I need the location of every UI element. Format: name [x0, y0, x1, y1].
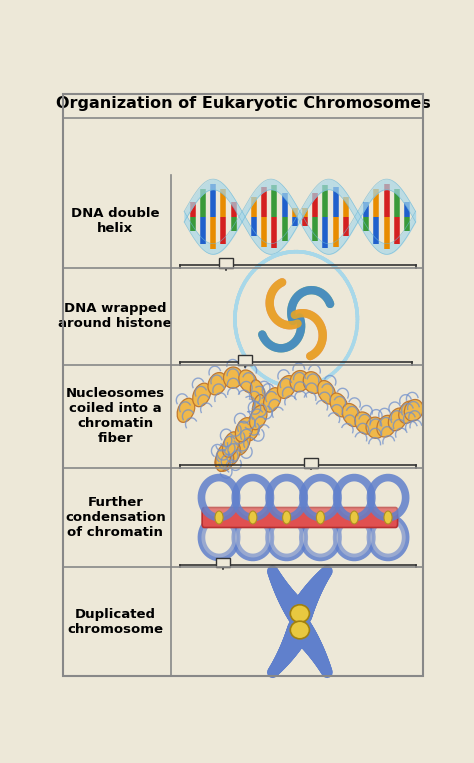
Ellipse shape	[264, 388, 281, 412]
Text: Organization of Eukaryotic Chromosomes: Organization of Eukaryotic Chromosomes	[55, 96, 430, 111]
Ellipse shape	[317, 511, 325, 524]
Ellipse shape	[377, 415, 396, 437]
Polygon shape	[235, 517, 271, 558]
Ellipse shape	[283, 511, 291, 524]
Text: DNA double
helix: DNA double helix	[71, 208, 160, 236]
Ellipse shape	[366, 417, 385, 439]
Ellipse shape	[290, 621, 310, 639]
Ellipse shape	[245, 414, 261, 441]
Polygon shape	[201, 478, 237, 517]
Ellipse shape	[350, 511, 358, 524]
Ellipse shape	[252, 394, 266, 424]
Ellipse shape	[342, 404, 361, 427]
Text: Further
condensation
of chromatin: Further condensation of chromatin	[65, 496, 165, 539]
Ellipse shape	[223, 442, 240, 466]
Ellipse shape	[330, 393, 348, 417]
Ellipse shape	[235, 417, 253, 442]
Ellipse shape	[404, 400, 423, 421]
Ellipse shape	[290, 371, 309, 392]
Text: Nucleosomes
coiled into a
chromatin
fiber: Nucleosomes coiled into a chromatin fibe…	[66, 387, 165, 445]
Ellipse shape	[250, 380, 265, 408]
Polygon shape	[303, 517, 338, 558]
Ellipse shape	[216, 443, 231, 472]
Polygon shape	[201, 517, 237, 558]
Ellipse shape	[318, 381, 336, 404]
FancyBboxPatch shape	[202, 507, 398, 527]
Polygon shape	[370, 478, 406, 517]
Bar	[219, 259, 233, 268]
Bar	[238, 356, 252, 365]
Ellipse shape	[290, 605, 310, 623]
Ellipse shape	[222, 432, 239, 457]
Bar	[304, 458, 318, 468]
Ellipse shape	[208, 372, 227, 395]
Ellipse shape	[249, 511, 257, 524]
Ellipse shape	[277, 375, 296, 398]
Text: DNA wrapped
around histone: DNA wrapped around histone	[58, 302, 172, 330]
Ellipse shape	[239, 370, 257, 393]
Ellipse shape	[399, 401, 417, 423]
Ellipse shape	[215, 449, 234, 472]
Polygon shape	[303, 478, 338, 517]
Ellipse shape	[192, 383, 210, 407]
Polygon shape	[269, 517, 304, 558]
Polygon shape	[235, 478, 271, 517]
Ellipse shape	[384, 511, 392, 524]
Bar	[216, 558, 230, 568]
Ellipse shape	[233, 430, 250, 456]
Ellipse shape	[303, 372, 322, 394]
Ellipse shape	[249, 405, 267, 430]
Polygon shape	[337, 478, 372, 517]
Text: Duplicated
chromosome: Duplicated chromosome	[67, 608, 163, 636]
Ellipse shape	[355, 412, 374, 434]
Polygon shape	[337, 517, 372, 558]
Polygon shape	[370, 517, 406, 558]
Ellipse shape	[177, 398, 195, 423]
Ellipse shape	[388, 408, 407, 430]
Ellipse shape	[215, 511, 223, 524]
Polygon shape	[269, 478, 304, 517]
Ellipse shape	[224, 367, 243, 388]
